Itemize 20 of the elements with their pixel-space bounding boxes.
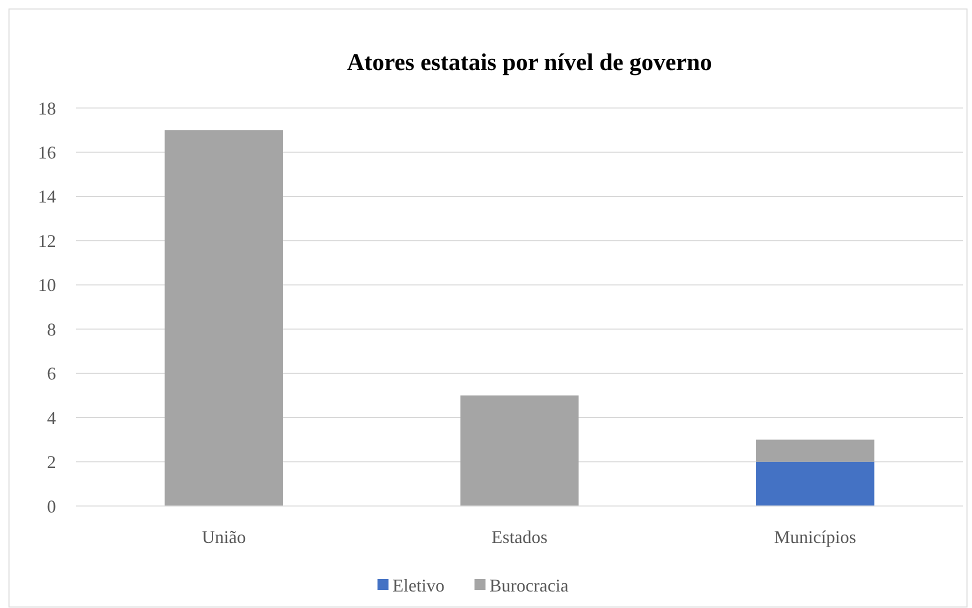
bar xyxy=(756,440,874,462)
y-tick-label: 6 xyxy=(47,364,56,384)
y-tick-label: 2 xyxy=(47,452,56,472)
y-tick-label: 18 xyxy=(38,98,56,118)
y-tick-label: 10 xyxy=(38,275,56,296)
y-tick-label: 12 xyxy=(38,230,56,251)
bar xyxy=(756,462,874,506)
y-tick-label: 16 xyxy=(38,142,56,163)
x-tick-label: Estados xyxy=(492,527,548,547)
y-tick-label: 14 xyxy=(38,186,56,207)
x-tick-label: Municípios xyxy=(774,527,856,547)
y-tick-label: 0 xyxy=(47,496,56,516)
y-tick-label: 4 xyxy=(47,408,56,428)
x-tick-label: União xyxy=(202,527,246,547)
bar xyxy=(164,130,283,506)
legend-label: Eletivo xyxy=(392,575,444,596)
bar xyxy=(460,395,579,506)
chart-title: Atores estatais por nível de governo xyxy=(346,50,712,76)
y-tick-label: 8 xyxy=(47,319,56,340)
legend-label: Burocracia xyxy=(490,575,568,596)
